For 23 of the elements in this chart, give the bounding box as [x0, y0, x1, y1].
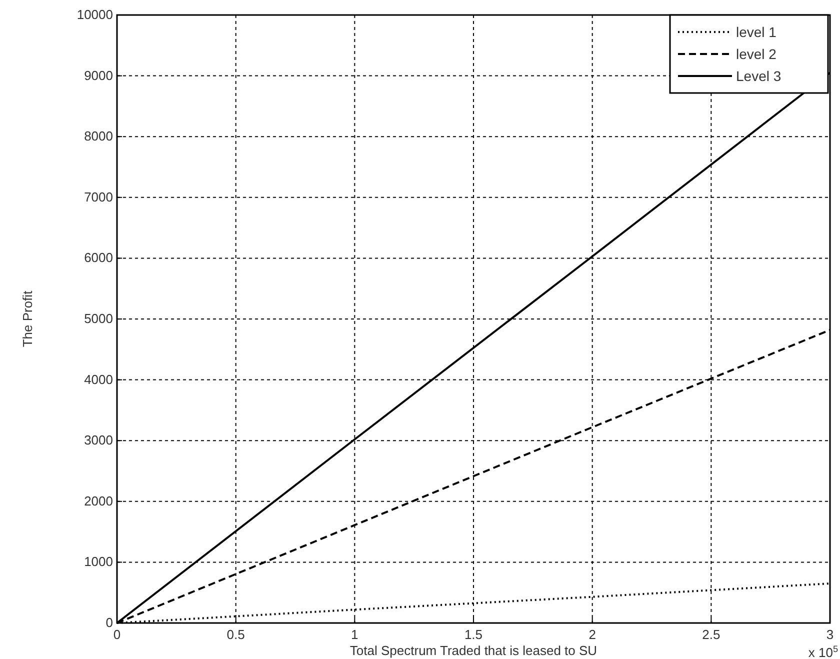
y-tick-label: 2000: [84, 493, 113, 508]
x-tick-label: 1.5: [464, 627, 483, 642]
x-tick-label: 2: [588, 627, 596, 642]
y-tick-label: 1000: [84, 554, 113, 570]
y-tick-label: 0: [106, 615, 113, 630]
x-tick-label: 2.5: [702, 627, 720, 642]
y-axis-title: The Profit: [20, 290, 35, 348]
y-tick-label: 6000: [84, 250, 113, 266]
y-tick-label: 10000: [76, 7, 113, 22]
y-tick-label: 4000: [84, 372, 113, 387]
legend-label: level 2: [736, 46, 777, 62]
text: x 10$^{5}$: [808, 644, 838, 659]
x-tick-label: 1: [351, 627, 358, 642]
legend-label: Level 3: [736, 68, 782, 84]
x-axis-title: Total Spectrum Traded that is leased to SU: [350, 643, 598, 658]
y-tick-label: 8000: [84, 128, 113, 144]
y-tick-label: 9000: [84, 68, 113, 83]
y-tick-label: 5000: [84, 311, 113, 326]
x-tick-label: 0.5: [226, 627, 245, 642]
y-tick-label: 3000: [84, 432, 113, 448]
x-tick-label: 3: [826, 627, 834, 642]
y-tick-label: 7000: [84, 189, 113, 204]
legend-label: level 1: [736, 24, 777, 40]
